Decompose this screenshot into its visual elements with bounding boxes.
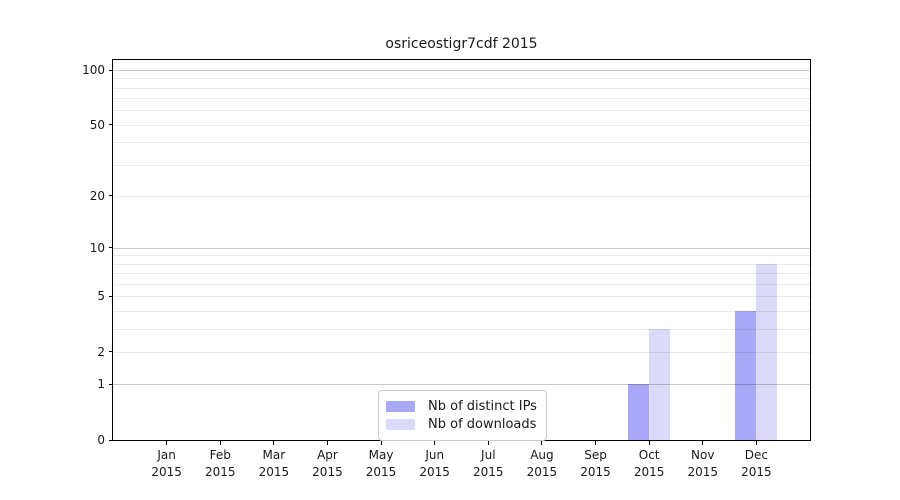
x-tick-year: 2015: [258, 465, 290, 479]
legend-item-downloads: Nb of downloads: [386, 417, 537, 432]
bar-downloads-oct: [649, 328, 671, 440]
x-tick-month: Jan: [157, 448, 176, 462]
y-tick-mark-10: [109, 247, 113, 249]
x-tick-month: Sep: [584, 448, 607, 462]
x-tick-year: 2015: [633, 465, 665, 479]
y-minor-gridline-70: [113, 98, 810, 100]
x-tick-month: Jul: [481, 448, 496, 462]
x-axis-tick-label-mar: Mar 2015: [242, 447, 306, 481]
y-tick-mark-2: [109, 351, 113, 353]
legend: Nb of distinct IPs Nb of downloads: [378, 390, 547, 441]
y-tick-mark-100: [109, 69, 113, 71]
x-axis-tick-label-dec: Dec 2015: [724, 447, 788, 481]
chart-title: osriceostigr7cdf 2015: [385, 36, 538, 52]
y-minor-gridline-5: [113, 296, 810, 298]
x-tick-month: Aug: [530, 448, 554, 462]
x-tick-year: 2015: [151, 465, 182, 479]
x-tick-year: 2015: [526, 465, 558, 479]
y-minor-gridline-7: [113, 273, 810, 275]
x-axis-tick-label-may: May 2015: [349, 447, 413, 481]
bar-downloads-dec: [756, 263, 778, 440]
legend-label-distinct-ips: Nb of distinct IPs: [428, 399, 537, 414]
y-minor-gridline-9: [113, 255, 810, 257]
y-minor-gridline-8: [113, 263, 810, 265]
x-tick-mark-jul: [487, 441, 489, 445]
x-axis-tick-label-oct: Oct 2015: [617, 447, 681, 481]
x-tick-month: Dec: [744, 448, 768, 462]
x-tick-month: Oct: [638, 448, 660, 462]
x-tick-year: 2015: [687, 465, 719, 479]
y-axis-tick-label-20: 20: [89, 188, 105, 203]
x-axis-tick-label-aug: Aug 2015: [510, 447, 574, 481]
x-tick-year: 2015: [419, 465, 450, 479]
x-axis-tick-label-sep: Sep 2015: [564, 447, 628, 481]
y-axis-tick-label-2: 2: [97, 344, 105, 359]
x-tick-year: 2015: [312, 465, 343, 479]
x-tick-year: 2015: [741, 465, 772, 479]
x-tick-year: 2015: [473, 465, 504, 479]
legend-label-downloads: Nb of downloads: [428, 417, 537, 432]
y-major-gridline-10: [113, 247, 810, 249]
y-axis-tick-label-5: 5: [97, 289, 105, 304]
y-axis-tick-label-10: 10: [89, 240, 105, 255]
y-tick-mark-5: [109, 295, 113, 297]
y-minor-gridline-4: [113, 310, 810, 312]
x-tick-month: Mar: [262, 448, 286, 462]
legend-swatch-downloads: [386, 419, 415, 430]
y-minor-gridline-90: [113, 78, 810, 80]
y-tick-mark-1: [109, 383, 113, 385]
x-tick-mark-aug: [541, 441, 543, 445]
x-tick-month: Jun: [425, 448, 445, 462]
x-tick-month: Apr: [317, 448, 338, 462]
plot-area: [112, 59, 811, 441]
x-tick-month: Nov: [691, 448, 715, 462]
x-axis-tick-label-apr: Apr 2015: [295, 447, 359, 481]
y-minor-gridline-6: [113, 283, 810, 285]
x-tick-year: 2015: [365, 465, 397, 479]
x-tick-year: 2015: [204, 465, 236, 479]
bar-distinct-ips-dec: [735, 310, 757, 440]
x-tick-mark-jan: [166, 441, 168, 445]
x-tick-mark-oct: [648, 441, 650, 445]
x-tick-mark-feb: [219, 441, 221, 445]
y-major-gridline-1: [113, 384, 810, 386]
y-tick-mark-50: [109, 124, 113, 126]
y-tick-mark-0: [109, 439, 113, 441]
x-axis-tick-label-nov: Nov 2015: [671, 447, 735, 481]
y-minor-gridline-50: [113, 124, 810, 126]
y-minor-gridline-60: [113, 110, 810, 112]
x-axis-tick-label-feb: Feb 2015: [188, 447, 252, 481]
y-minor-gridline-3: [113, 328, 810, 330]
x-axis-tick-label-jul: Jul 2015: [456, 447, 520, 481]
bar-distinct-ips-oct: [628, 384, 650, 440]
x-tick-mark-jun: [434, 441, 436, 445]
x-tick-year: 2015: [580, 465, 611, 479]
legend-item-distinct-ips: Nb of distinct IPs: [386, 399, 537, 414]
x-tick-mark-may: [380, 441, 382, 445]
x-axis-tick-label-jan: Jan 2015: [135, 447, 199, 481]
x-tick-mark-nov: [702, 441, 704, 445]
x-tick-month: Feb: [209, 448, 231, 462]
y-axis-tick-label-50: 50: [89, 117, 105, 132]
x-tick-mark-dec: [755, 441, 757, 445]
y-minor-gridline-2: [113, 351, 810, 353]
x-axis-tick-label-jun: Jun 2015: [403, 447, 467, 481]
y-axis-tick-label-0: 0: [97, 433, 105, 447]
y-minor-gridline-40: [113, 142, 810, 144]
y-axis-tick-label-100: 100: [82, 63, 105, 77]
x-tick-mark-mar: [273, 441, 275, 445]
y-major-gridline-100: [113, 70, 810, 71]
y-minor-gridline-20: [113, 195, 810, 197]
x-tick-mark-sep: [595, 441, 597, 445]
y-minor-gridline-80: [113, 87, 810, 89]
x-tick-mark-apr: [326, 441, 328, 445]
x-tick-month: May: [368, 448, 394, 462]
y-minor-gridline-30: [113, 164, 810, 166]
y-tick-mark-20: [109, 195, 113, 197]
y-axis-tick-label-1: 1: [97, 377, 105, 392]
legend-swatch-distinct-ips: [386, 401, 415, 412]
